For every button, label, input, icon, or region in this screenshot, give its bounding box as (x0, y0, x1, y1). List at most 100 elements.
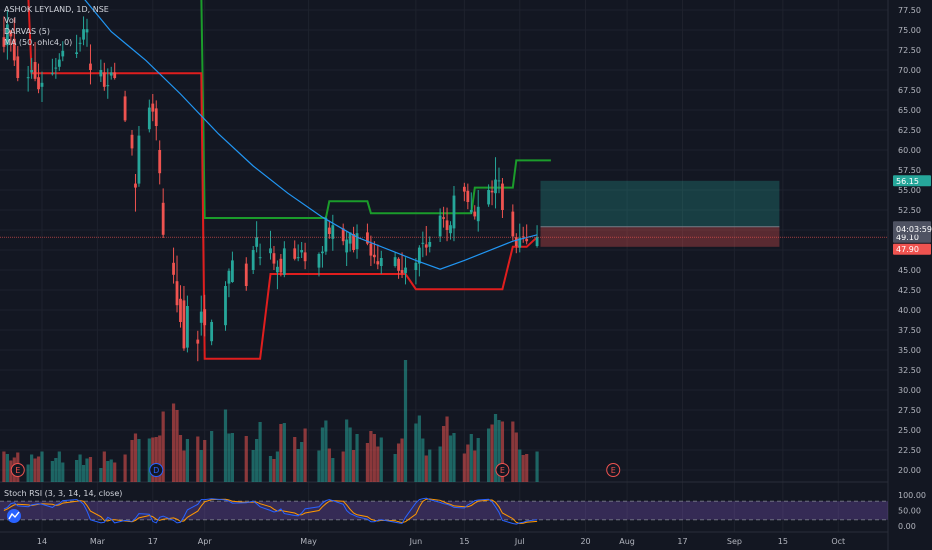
candle-body (348, 232, 352, 244)
event-marker-label: E (611, 466, 616, 475)
volume-bar (85, 458, 89, 482)
legend-darvas[interactable]: DARVAS (5) (4, 27, 50, 36)
legend-ma[interactable]: MA (50, ohlc4, 0) (4, 38, 73, 47)
price-tick-label: 30.00 (898, 386, 921, 395)
volume-bar (317, 450, 321, 482)
volume-bar (296, 449, 300, 482)
volume-bar (113, 462, 117, 482)
candle-body (106, 85, 110, 87)
event-marker[interactable]: E (495, 463, 510, 477)
volume-bar (365, 443, 370, 482)
time-tick-label: 15 (778, 537, 788, 546)
volume-bar (327, 448, 331, 482)
candle-body (78, 42, 82, 44)
candle-body (113, 72, 117, 78)
candle-body (300, 250, 304, 253)
stoch-tick-label: 0.00 (898, 522, 916, 531)
volume-bar (258, 422, 262, 482)
candle-body (85, 29, 89, 33)
price-tick-label: 72.50 (898, 46, 921, 55)
event-marker[interactable]: E (10, 463, 25, 477)
volume-bar (345, 419, 349, 482)
stoch-rsi-legend[interactable]: Stoch RSI (3, 3, 14, 14, close) (4, 489, 123, 498)
event-marker[interactable]: D (149, 463, 164, 477)
volume-bar (282, 423, 286, 482)
candle-body (372, 254, 376, 258)
time-tick-label: Sep (727, 537, 742, 546)
volume-bar (324, 420, 328, 482)
candle-body (428, 242, 432, 247)
volume-bar (147, 438, 151, 482)
volume-bar (521, 455, 525, 482)
time-tick-label: 14 (37, 537, 47, 546)
candle-body (279, 258, 283, 273)
candle-body (518, 238, 522, 248)
volume-bar (154, 437, 158, 482)
candle-body (424, 244, 428, 248)
volume-bar (511, 421, 515, 482)
candle-body (154, 108, 158, 126)
price-tick-label: 67.50 (898, 86, 921, 95)
price-tick-label: 60.00 (898, 146, 921, 155)
event-marker-circle (495, 463, 510, 477)
long-position-tool[interactable] (540, 180, 780, 247)
candle-body (376, 261, 380, 265)
price-tick-label: 32.50 (898, 366, 921, 375)
volume-bar (493, 414, 498, 482)
price-badge-bg (893, 175, 931, 187)
time-axis[interactable]: 14 Mar 17 Apr May Jun 15 Jul 20 Aug 17 Sep 15 Oct (37, 537, 845, 546)
candle-body (476, 206, 480, 222)
candle-body (255, 237, 259, 247)
price-badge-label: 56.15 (896, 177, 919, 186)
candle-body (421, 242, 425, 244)
candle-body (196, 339, 200, 344)
volume-bar (379, 437, 383, 482)
legend-vol[interactable]: Vol (4, 16, 16, 25)
event-marker-label: E (500, 466, 505, 475)
volume-bar (268, 456, 273, 482)
price-tick-label: 42.50 (898, 286, 921, 295)
position-loss-zone (540, 226, 780, 247)
volume-bar (320, 427, 325, 482)
volume-bar (497, 420, 501, 482)
candle-body (5, 24, 9, 46)
candle-body (109, 72, 113, 76)
volume-bar (203, 440, 207, 482)
price-badge-label: 47.90 (896, 245, 919, 254)
volume-bar (341, 451, 345, 482)
volume-bar (255, 439, 259, 482)
candle-body (272, 253, 276, 264)
volume-bar (75, 460, 79, 482)
event-marker[interactable]: E (606, 463, 621, 477)
price-badge: 04:03:59 (893, 223, 932, 235)
volume-bar (355, 434, 359, 482)
price-tick-label: 27.50 (898, 406, 921, 415)
price-badge-label: 04:03:59 (896, 225, 932, 234)
candle-body (33, 62, 37, 79)
price-badge: 56.15 (893, 175, 931, 187)
candle-body (414, 262, 418, 270)
time-tick-label: Jun (409, 537, 423, 546)
candle-body (2, 37, 6, 47)
volume-bar (518, 449, 522, 482)
candle-body (50, 73, 54, 75)
candle-body (16, 56, 20, 78)
volume-bar (199, 450, 203, 482)
tradingview-logo-mark (8, 511, 20, 520)
candle-body (355, 233, 359, 250)
price-tick-label: 55.00 (898, 186, 921, 195)
time-tick-label: May (300, 537, 317, 546)
stoch-tick-label: 50.00 (898, 507, 921, 516)
candle-body (37, 77, 40, 90)
volume-bar (137, 439, 141, 482)
volume-bar (33, 458, 37, 482)
price-tick-label: 20.00 (898, 466, 921, 475)
candle-body (296, 257, 300, 259)
candle-body (525, 238, 529, 242)
volume-bar (428, 449, 432, 482)
candle-body (182, 300, 186, 349)
legend-symbol[interactable]: ASHOK LEYLAND, 1D, NSE (4, 5, 109, 14)
volume-bar (106, 461, 110, 482)
